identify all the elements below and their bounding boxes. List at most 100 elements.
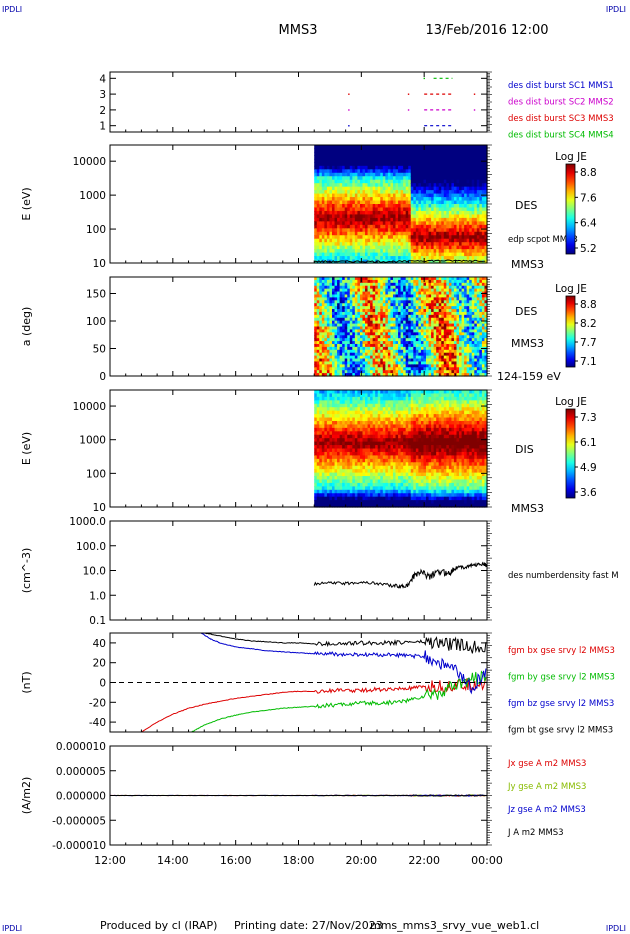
burst-legend-entry: des dist burst SC3 MMS3 [508, 114, 614, 124]
fgm-panel-ytick-label: -40 [89, 717, 106, 729]
des-energy-panel-colorbar-tick: 5.2 [580, 243, 597, 255]
burst-panel-frame [109, 71, 488, 133]
des-pitch-panel-ylabel: a (deg) [20, 307, 33, 347]
current-panel-legend-entry: Jy gse A m2 MMS3 [507, 782, 586, 792]
des-energy-panel-overlay-label: edp scpot MMS3 [508, 235, 578, 245]
des-pitch-panel-instrument-label: DES [515, 305, 537, 318]
des-pitch-panel-colorbar-tick: 8.8 [580, 299, 597, 311]
des-pitch-panel-colorbar-tick: 7.1 [580, 356, 597, 368]
dis-energy-panel-colorbar-tick: 3.6 [580, 487, 597, 499]
corner-label-bottom-right: IPDLI [606, 924, 626, 933]
current-panel-ytick-label: 0.000010 [56, 741, 106, 753]
density-panel-series-des-numberdensity [313, 561, 488, 589]
scpot-line [313, 259, 486, 263]
current-panel-ytick-label: -0.000005 [52, 815, 106, 827]
dis-energy-panel-colorbar [565, 408, 576, 499]
fgm-panel-legend-entry: fgm bt gse srvy l2 MMS3 [508, 726, 613, 736]
des-pitch-panel-ytick-label: 0 [99, 371, 106, 383]
dis-energy-panel-colorbar-tick: 4.9 [580, 462, 597, 474]
density-panel-ytick-label: 0.1 [89, 615, 106, 627]
footer-produced-by: Produced by cl (IRAP) [100, 919, 217, 932]
footer-printing-date: Printing date: 27/Nov/2023 [234, 919, 383, 932]
des-energy-panel-colorbar [565, 163, 576, 255]
des-energy-panel-colorbar-tick: 7.6 [580, 192, 597, 204]
fgm-panel-ytick-label: 0 [99, 678, 106, 690]
des-pitch-panel-spacecraft-label: MMS3 [511, 337, 544, 350]
fgm-series-line [200, 633, 487, 695]
corner-label-top-right: IPDLI [606, 5, 626, 14]
des-energy-panel-instrument-label: DES [515, 199, 537, 212]
x-tick-label: 12:00 [94, 854, 126, 867]
corner-label-top-left: IPDLI [2, 5, 22, 14]
fgm-series-line [204, 633, 487, 654]
x-tick-label: 14:00 [157, 854, 189, 867]
des-energy-panel-colorbar-tick: 6.4 [580, 218, 597, 230]
des-pitch-panel-energy-range: 124-159 eV [497, 370, 561, 383]
fgm-panel-legend-entry: fgm bz gse srvy l2 MMS3 [508, 699, 614, 709]
spacecraft-title: MMS3 [279, 23, 318, 38]
des-pitch-panel-spectrogram [314, 277, 488, 377]
current-panel-ytick-label: 0.000005 [56, 766, 106, 778]
current-panel-legend-entry: Jz gse A m2 MMS3 [507, 805, 586, 815]
des-pitch-panel-ytick-label: 50 [93, 344, 106, 356]
density-panel-ytick-label: 100.0 [76, 541, 106, 553]
burst-panel-ytick-label: 1 [99, 121, 106, 133]
density-panel-frame [109, 520, 488, 621]
current-series-line [110, 794, 486, 797]
dis-energy-panel-ytick-label: 100 [86, 468, 106, 480]
dis-energy-panel-ytick-label: 10 [93, 502, 106, 514]
des-pitch-panel-colorbar-tick: 7.7 [580, 337, 597, 349]
x-tick-label: 16:00 [220, 854, 252, 867]
fgm-series-line [191, 670, 487, 732]
burst-legend-entry: des dist burst SC1 MMS1 [508, 81, 614, 91]
des-pitch-panel-colorbar [565, 295, 576, 368]
fgm-panel-ytick-label: -20 [89, 697, 106, 709]
dis-energy-panel-instrument-label: DIS [515, 443, 534, 456]
x-tick-label: 00:00 [471, 854, 503, 867]
x-tick-label: 20:00 [345, 854, 377, 867]
burst-panel-marks [348, 77, 476, 127]
dis-energy-panel-ylabel: E (eV) [20, 432, 33, 465]
current-panel-ytick-label: -0.000010 [52, 840, 106, 852]
des-energy-panel-ytick-label: 10 [93, 258, 106, 270]
burst-legend-entry: des dist burst SC2 MMS2 [508, 98, 614, 108]
x-tick-label: 18:00 [283, 854, 315, 867]
current-panel-ylabel: (A/m2) [20, 777, 33, 815]
fgm-panel-ytick-label: 40 [93, 638, 106, 650]
x-tick-label: 22:00 [408, 854, 440, 867]
density-panel-legend-entry: des numberdensity fast M [508, 571, 619, 581]
datetime-title: 13/Feb/2016 12:00 [426, 23, 549, 38]
dis-energy-panel-spectrogram [314, 390, 488, 508]
corner-label-bottom-left: IPDLI [2, 924, 22, 933]
des-energy-panel-ytick-label: 10000 [73, 156, 106, 168]
des-pitch-panel-colorbar-title: Log JE [555, 283, 587, 295]
burst-panel-ytick-label: 3 [99, 89, 106, 101]
burst-panel-ytick-label: 2 [99, 105, 106, 117]
des-pitch-panel-ytick-label: 100 [86, 316, 106, 328]
fgm-panel-legend-entry: fgm bx gse srvy l2 MMS3 [508, 646, 615, 656]
burst-panel-ytick-label: 4 [99, 73, 106, 85]
des-energy-panel-colorbar-tick: 8.8 [580, 167, 597, 179]
des-energy-panel-ytick-label: 100 [86, 224, 106, 236]
current-panel-legend-entry: J A m2 MMS3 [507, 828, 564, 838]
des-energy-panel-ytick-label: 1000 [79, 190, 106, 202]
des-energy-panel-spacecraft-label: MMS3 [511, 258, 544, 271]
footer-filename: mms_mms3_srvy_vue_web1.cl [370, 919, 539, 932]
des-energy-panel-spectrogram [314, 145, 488, 264]
des-pitch-panel-ytick-label: 150 [86, 289, 106, 301]
dis-energy-panel-ytick-label: 1000 [79, 435, 106, 447]
burst-legend-entry: des dist burst SC4 MMS4 [508, 131, 614, 141]
fgm-panel-ytick-label: 20 [93, 658, 106, 670]
density-panel-ylabel: (cm^-3) [20, 548, 33, 594]
density-panel-ytick-label: 1.0 [89, 590, 106, 602]
density-panel-ytick-label: 10.0 [83, 566, 106, 578]
des-energy-panel-colorbar-title: Log JE [555, 151, 587, 163]
fgm-series-line [141, 677, 487, 732]
fgm-panel-legend-entry: fgm by gse srvy l2 MMS3 [508, 673, 615, 683]
current-panel-legend-entry: Jx gse A m2 MMS3 [507, 759, 586, 769]
fgm-panel-ylabel: (nT) [20, 671, 33, 693]
current-panel-ytick-label: 0.000000 [56, 791, 106, 803]
dis-energy-panel-ytick-label: 10000 [73, 401, 106, 413]
dis-energy-panel-spacecraft-label: MMS3 [511, 502, 544, 515]
